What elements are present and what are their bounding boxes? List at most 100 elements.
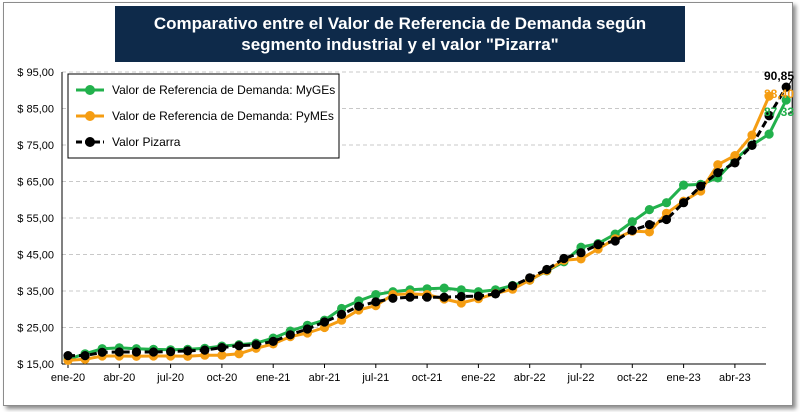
- y-tick-label: $ 95,00: [17, 67, 54, 79]
- data-point: [490, 289, 501, 299]
- legend-label: Valor de Referencia de Demanda: MyGEs: [112, 83, 335, 97]
- data-point: [200, 345, 210, 355]
- y-axis-tick-labels: $ 15,00 $ 25,00 $ 35,00 $ 45,00 $ 55,00 $ 65,…: [17, 67, 54, 371]
- data-point: [337, 309, 347, 319]
- data-point: [525, 273, 535, 283]
- data-point: [627, 217, 637, 227]
- data-point: [661, 198, 672, 208]
- x-tick-label: oct-20: [207, 372, 238, 384]
- data-point: [576, 248, 586, 258]
- data-point: [405, 292, 415, 302]
- data-point: [234, 341, 244, 351]
- x-tick-label: ene-21: [256, 372, 290, 384]
- data-point: [183, 346, 193, 356]
- data-point: [251, 340, 261, 350]
- y-tick-label: $ 15,00: [17, 359, 54, 371]
- data-point: [507, 281, 518, 291]
- legend-label: Valor de Referencia de Demanda: PyMEs: [112, 109, 334, 123]
- end-value-labels: 90,85 88,40 87,33: [764, 69, 794, 119]
- data-point: [63, 351, 73, 361]
- data-point: [131, 347, 141, 357]
- data-point: [610, 236, 620, 246]
- data-point: [439, 292, 449, 302]
- data-point: [764, 111, 774, 121]
- chart-title-box: Comparativo entre el Valor de Referencia…: [115, 6, 685, 62]
- x-tick-label: jul-20: [156, 372, 184, 384]
- data-point: [371, 290, 381, 300]
- data-point: [781, 95, 791, 105]
- x-tick-label: abr-22: [514, 372, 546, 384]
- data-point: [730, 158, 740, 168]
- end-value-label: 88,40: [764, 87, 794, 101]
- data-point: [166, 347, 176, 357]
- legend: Valor de Referencia de Demanda: MyGEs Val…: [67, 73, 340, 159]
- data-point: [764, 91, 774, 101]
- x-tick-label: oct-21: [412, 372, 443, 384]
- data-point: [713, 160, 723, 170]
- series-layer: [63, 82, 791, 365]
- x-tick-label: abr-23: [719, 372, 751, 384]
- data-point: [644, 227, 655, 237]
- data-point: [456, 285, 466, 295]
- data-point: [217, 350, 227, 360]
- data-point: [679, 180, 689, 190]
- x-tick-label: ene-22: [461, 372, 495, 384]
- legend-marker: [85, 137, 95, 147]
- data-point: [354, 301, 364, 311]
- x-tick-label: ene-20: [51, 372, 85, 384]
- x-tick-label: jul-22: [567, 372, 595, 384]
- data-point: [302, 324, 312, 334]
- end-label-bracket: [787, 77, 793, 114]
- end-value-label: 87,33: [764, 105, 794, 119]
- data-point: [234, 349, 244, 359]
- chart-title: Comparativo entre el Valor de Referencia…: [153, 14, 647, 54]
- data-point: [456, 298, 466, 308]
- data-point: [661, 214, 672, 225]
- y-tick-label: $ 75,00: [17, 140, 54, 152]
- legend-label: Valor Pizarra: [112, 135, 181, 149]
- series-pizarra: [63, 82, 791, 361]
- data-point: [371, 297, 381, 307]
- data-point: [97, 347, 107, 357]
- data-point: [747, 140, 757, 150]
- data-point: [422, 292, 432, 302]
- data-point: [217, 343, 227, 353]
- y-tick-label: $ 45,00: [17, 250, 54, 262]
- x-tick-label: jul-21: [361, 372, 389, 384]
- data-point: [559, 253, 569, 264]
- data-point: [473, 291, 483, 301]
- y-tick-label: $ 35,00: [17, 286, 54, 298]
- data-point: [388, 293, 398, 303]
- data-point: [148, 347, 159, 357]
- y-tick-label: $ 25,00: [17, 323, 54, 335]
- legend-marker: [85, 85, 95, 95]
- data-point: [644, 205, 655, 215]
- data-point: [80, 351, 90, 361]
- axes: [61, 72, 766, 368]
- data-point: [439, 283, 449, 293]
- data-point: [268, 336, 278, 346]
- x-tick-label: oct-22: [617, 372, 648, 384]
- data-point: [627, 225, 637, 235]
- data-point: [747, 130, 757, 140]
- x-tick-label: ene-23: [666, 372, 700, 384]
- y-tick-label: $ 85,00: [17, 104, 54, 116]
- data-point: [319, 317, 330, 327]
- data-point: [713, 168, 723, 178]
- x-tick-label: abr-21: [309, 372, 341, 384]
- data-point: [456, 291, 466, 302]
- data-point: [644, 220, 655, 230]
- data-point: [114, 347, 124, 357]
- data-point: [679, 198, 689, 208]
- legend-box: [67, 73, 340, 159]
- legend-marker: [85, 111, 95, 121]
- y-tick-label: $ 55,00: [17, 213, 54, 225]
- x-tick-label: abr-20: [103, 372, 135, 384]
- end-value-label: 90,85: [764, 69, 794, 83]
- data-point: [730, 151, 740, 161]
- x-axis-tick-labels: ene-20 abr-20 jul-20 oct-20 ene-21 abr-21 jul-…: [51, 372, 751, 384]
- data-point: [764, 129, 774, 139]
- data-point: [285, 330, 295, 340]
- data-point: [696, 181, 706, 191]
